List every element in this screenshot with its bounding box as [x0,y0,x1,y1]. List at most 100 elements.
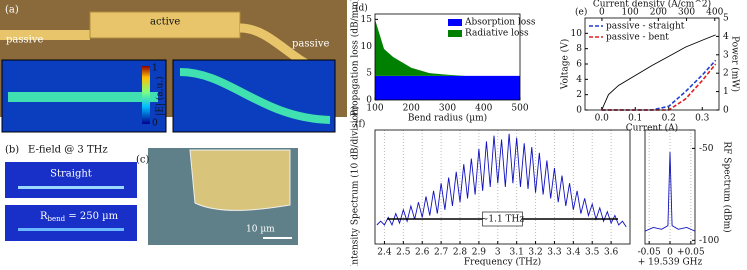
x-tick-label: 2.7 [434,248,449,258]
sim-bend-mode [179,68,331,124]
field-mode [18,228,124,231]
x-axis-label: Bend radius (µm) [408,113,487,124]
x-tick-label: 2.9 [472,248,487,258]
panel-label: (c) [136,155,150,166]
y2-tick-label: 1 [723,87,729,97]
y2-axis-label: Power (mW) [730,36,741,92]
y-tick-label: 4 [576,75,582,85]
annotation: ~1.1 THz [481,215,525,225]
panel-label: (a) [5,5,19,16]
x-tick-label: 400 [475,104,492,114]
x2-tick-label: 0 [599,8,605,18]
y-tick-label: -50 [699,144,714,154]
line [376,133,627,228]
x2-tick-label: 100 [622,8,639,18]
axes-frame [374,13,521,101]
x-tick-label: 3.1 [510,248,524,258]
label-part: R [40,211,48,222]
x-axis-label: Frequency (THz) [464,257,541,267]
y2-tick-label: 5 [723,14,729,24]
x2-tick-label: 300 [678,8,695,18]
x2-tick-label: 400 [706,8,723,18]
x2-axis-label: Current density (A/cm^2) [593,0,711,10]
colorbar-max: 1 [152,64,158,74]
panel-label: (b) [5,145,19,156]
x-tick-label: 0.1 [628,114,642,124]
region-label: passive [292,39,329,50]
y2-tick-label: 0 [723,106,729,116]
panel-title: E-field @ 3 THz [28,145,108,156]
axes-frame [644,129,696,245]
y-tick-label: 15 [361,15,373,25]
x-tick-label: 200 [403,104,420,114]
x-tick-label: -0.05 [638,248,661,258]
x-tick-label: 3.6 [604,248,619,258]
x-tick-label: 3.4 [566,248,581,258]
y-tick-label: -100 [699,236,719,246]
active-ridge [89,11,241,39]
y-axis-label: Voltage (V) [560,39,571,90]
panel-label: (d) [355,3,368,14]
y2-tick-label: 2 [723,69,729,79]
x-tick-label: 0.0 [595,114,610,124]
panel-label: (e) [575,7,587,18]
field-label: Rbend = 250 µm [40,211,119,224]
y-tick-label: 5 [366,69,372,79]
axes-frame [374,129,631,245]
line [601,63,717,111]
line [644,152,696,232]
x-tick-label: 300 [439,104,456,114]
waveguide [0,30,90,40]
y-axis-label: Intensity Spectrum (10 dB/division) [350,106,361,266]
annotation-box [482,211,523,227]
y-tick-label: 8 [576,44,582,54]
x-tick-label: 2.6 [415,248,430,258]
label-sub: bend [48,215,66,223]
legend-swatch [448,19,462,26]
region-label: active [150,17,180,28]
y-tick-label: 10 [361,42,373,52]
x-axis-label: Current (A) [626,123,678,134]
field-straight [5,162,137,198]
field-mode [18,186,124,189]
legend-label: Radiative loss [465,29,529,39]
y-tick-label: 0 [366,96,372,106]
x-tick-label: 0 [667,248,673,258]
y-axis-label: RF Spectrum (dBm) [722,141,733,232]
sim-mode [8,92,158,102]
legend-label: passive - straight [606,22,685,32]
colorbar-title: |E| (a.u.) [155,76,166,115]
legend-swatch [448,30,462,37]
x-axis-label: + 19.539 GHz [638,258,703,267]
x-tick-label: 2.8 [453,248,468,258]
x-tick-label: 3.3 [547,248,562,258]
y-tick-label: 6 [576,60,582,70]
x-tick-label: 100 [366,104,383,114]
region-label: passive [6,35,43,46]
y-axis-label: Propagation loss (dB/mm) [350,0,361,116]
y-tick-label: 2 [576,90,582,100]
y2-tick-label: 4 [723,32,729,42]
x-tick-label: 3.5 [585,248,600,258]
legend-label: Absorption loss [464,18,536,28]
area [375,75,520,100]
x-tick-label: 0.3 [695,114,710,124]
y-tick-label: 0 [576,106,582,116]
x-tick-label: 0.2 [662,114,676,124]
y-tick-label: 10 [571,29,583,39]
x-tick-label: +0.05 [677,248,705,258]
x-tick-label: 500 [511,104,528,114]
x2-tick-label: 200 [650,8,667,18]
panel-label: (f) [355,119,365,130]
axes-frame [584,17,720,111]
x-tick-label: 2.5 [396,248,411,258]
area [375,19,520,76]
x-tick-label: 3.2 [528,248,542,258]
field-label: Straight [50,169,92,180]
x-tick-label: 3 [495,248,501,258]
colorbar-min: 0 [152,119,158,129]
x-tick-label: 2.4 [377,248,392,258]
legend-label: passive - bent [606,33,669,43]
